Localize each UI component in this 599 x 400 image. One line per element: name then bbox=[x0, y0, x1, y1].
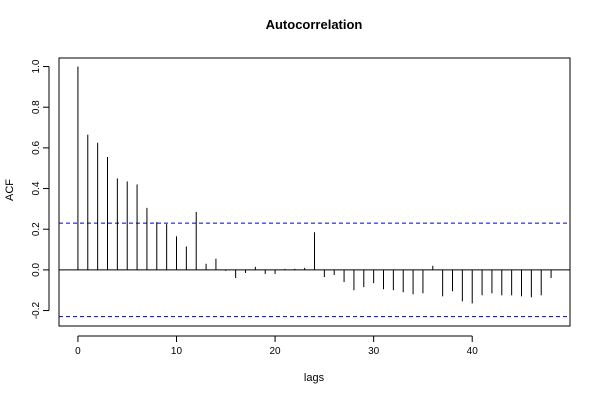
chart-title: Autocorrelation bbox=[266, 17, 363, 32]
y-tick-label: 0.6 bbox=[31, 140, 42, 154]
plot-frame bbox=[58, 57, 571, 327]
y-tick-label: 0.8 bbox=[31, 100, 42, 114]
x-tick-label: 20 bbox=[270, 346, 282, 357]
x-tick-label: 10 bbox=[171, 346, 183, 357]
x-axis-label: lags bbox=[304, 372, 325, 384]
x-tick-label: 40 bbox=[467, 346, 479, 357]
x-tick-label: 30 bbox=[368, 346, 380, 357]
y-tick-label: 0.4 bbox=[31, 181, 42, 195]
x-tick-label: 0 bbox=[75, 346, 81, 357]
y-tick-label: 0.0 bbox=[31, 262, 42, 276]
plot-area: 0 10 20 30 40 -0.2 0.0 0.2 0.4 0.6 0.8 1.0 bbox=[31, 57, 571, 357]
y-axis-label: ACF bbox=[4, 179, 16, 201]
y-tick-label: 1.0 bbox=[31, 59, 42, 73]
y-tick-label: -0.2 bbox=[31, 301, 42, 319]
y-tick-label: 0.2 bbox=[31, 222, 42, 236]
